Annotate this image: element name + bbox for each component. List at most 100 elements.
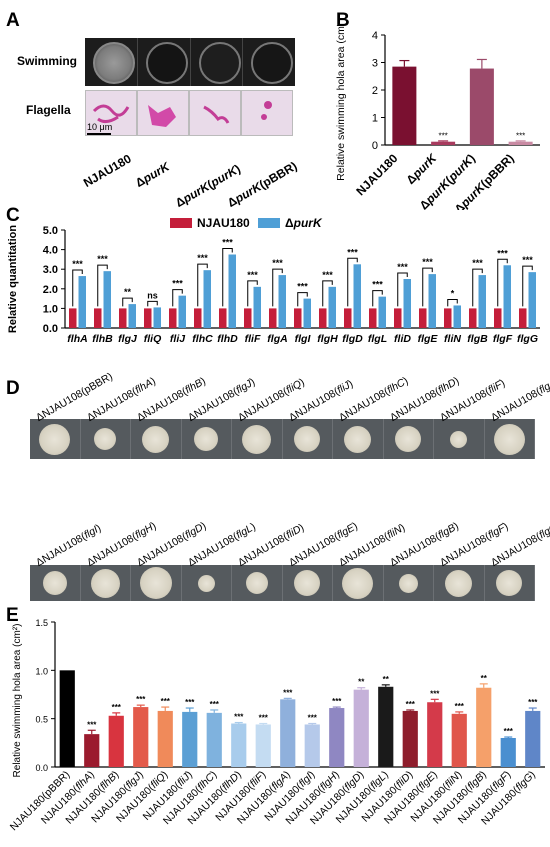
x-tick-label: flgB bbox=[467, 333, 488, 345]
chart-e: 0.0 0.5 1.0 1.5 Relative swimming hola area … bbox=[8, 618, 545, 833]
colony bbox=[39, 423, 71, 455]
bar-delta-purk bbox=[178, 295, 186, 328]
bar bbox=[353, 689, 369, 767]
strain-label-delta-purk: ΔpurK bbox=[133, 159, 172, 190]
significance-label: *** bbox=[438, 132, 447, 141]
significance-bracket bbox=[97, 264, 108, 307]
bar-delta-purk bbox=[378, 296, 386, 328]
significance-bracket bbox=[172, 289, 183, 307]
x-tick-label: flgE bbox=[418, 333, 439, 345]
x-tick-label: flhA bbox=[67, 333, 87, 345]
y-axis-label: Relative swimming hola area (cm²) bbox=[12, 624, 23, 778]
significance-label: *** bbox=[297, 282, 308, 292]
significance-label: *** bbox=[430, 689, 440, 698]
colony bbox=[194, 427, 219, 451]
colony-strip-row2 bbox=[30, 565, 535, 601]
bar bbox=[451, 713, 467, 767]
y-axis-label: Relative swimming hola area (cm²) bbox=[335, 25, 347, 181]
bar bbox=[280, 699, 296, 767]
colony-labels-row2 bbox=[0, 480, 550, 520]
colony bbox=[398, 573, 418, 593]
colony-plate bbox=[434, 565, 485, 601]
y-tick-label: 0.0 bbox=[35, 763, 48, 773]
significance-label: *** bbox=[283, 688, 293, 697]
bar-njau180 bbox=[344, 308, 352, 328]
colony-plate bbox=[232, 419, 283, 459]
y-tick-label: 4.0 bbox=[43, 245, 58, 257]
bar-delta-purk bbox=[278, 275, 286, 328]
significance-label: *** bbox=[197, 253, 208, 263]
panel-letter-e: E bbox=[6, 605, 19, 626]
x-tick-label: fliD bbox=[394, 333, 411, 345]
colony bbox=[245, 572, 268, 594]
swimming-plate-complement bbox=[191, 38, 244, 86]
bar-njau180 bbox=[294, 308, 302, 328]
bar bbox=[231, 723, 247, 767]
significance-label: *** bbox=[332, 697, 342, 706]
bar-njau180 bbox=[444, 308, 452, 328]
x-tick-label: fliN bbox=[444, 333, 461, 345]
y-tick-label: 1.5 bbox=[35, 618, 48, 628]
significance-label: ns bbox=[147, 290, 158, 300]
scale-bar-label: 10 μm bbox=[87, 122, 113, 132]
legend-label: ΔpurK bbox=[285, 216, 323, 230]
flagella-image-njau180 bbox=[85, 90, 137, 136]
bar-delta-purk bbox=[453, 305, 461, 328]
x-tick-label: flgH bbox=[317, 333, 338, 345]
significance-label: *** bbox=[161, 697, 171, 706]
significance-label: *** bbox=[136, 695, 146, 704]
scale-bar bbox=[87, 133, 111, 135]
significance-bracket bbox=[397, 272, 408, 307]
bar-njau180 bbox=[494, 308, 502, 328]
bar-delta-purk bbox=[228, 254, 236, 328]
y-tick-label: 3.0 bbox=[43, 264, 58, 276]
bar bbox=[469, 68, 494, 145]
bar-delta-purk bbox=[328, 286, 336, 328]
bar bbox=[476, 687, 492, 767]
bar bbox=[59, 670, 75, 767]
colony-plate bbox=[485, 419, 535, 459]
significance-bracket bbox=[447, 298, 458, 307]
legend-swatch bbox=[258, 218, 280, 228]
significance-label: *** bbox=[272, 258, 283, 268]
y-tick-label: 2 bbox=[372, 85, 378, 97]
significance-label: ** bbox=[124, 287, 132, 297]
bar bbox=[508, 141, 533, 145]
x-tick-label: flhB bbox=[92, 333, 113, 345]
significance-bracket bbox=[347, 257, 358, 307]
bar bbox=[84, 734, 100, 767]
x-tick-label: fliQ bbox=[144, 333, 162, 345]
flagella-image-delta-purk bbox=[137, 90, 189, 136]
legend-swatch bbox=[170, 218, 192, 228]
significance-bracket bbox=[197, 263, 208, 307]
colony-plate bbox=[131, 419, 182, 459]
x-tick-label: flgF bbox=[493, 333, 513, 345]
significance-bracket bbox=[122, 297, 133, 307]
y-tick-label: 1 bbox=[372, 113, 378, 125]
x-tick-label: fliF bbox=[245, 333, 261, 345]
colony-strip-row1 bbox=[30, 419, 535, 459]
colony-plate bbox=[81, 419, 131, 459]
colony bbox=[445, 569, 473, 597]
colony bbox=[342, 567, 374, 599]
x-tick-label: flgL bbox=[368, 333, 387, 345]
significance-label: *** bbox=[308, 714, 318, 723]
significance-label: *** bbox=[497, 248, 508, 258]
bar-njau180 bbox=[119, 308, 127, 328]
colony bbox=[395, 426, 422, 452]
bar-delta-purk bbox=[153, 307, 161, 328]
significance-label: *** bbox=[422, 257, 433, 267]
x-tick-label: NJAU180 bbox=[353, 151, 400, 198]
bar-njau180 bbox=[244, 308, 252, 328]
bar bbox=[392, 66, 417, 145]
x-tick-label: flhD bbox=[217, 333, 238, 345]
significance-label: ** bbox=[358, 678, 365, 687]
y-tick-label: 3 bbox=[372, 58, 378, 70]
bar-njau180 bbox=[519, 308, 527, 328]
colony bbox=[197, 574, 215, 592]
colony bbox=[142, 425, 170, 453]
bar-delta-purk bbox=[428, 274, 436, 328]
colony-plate bbox=[283, 419, 333, 459]
colony-plate bbox=[30, 565, 81, 601]
significance-bracket bbox=[297, 292, 308, 307]
